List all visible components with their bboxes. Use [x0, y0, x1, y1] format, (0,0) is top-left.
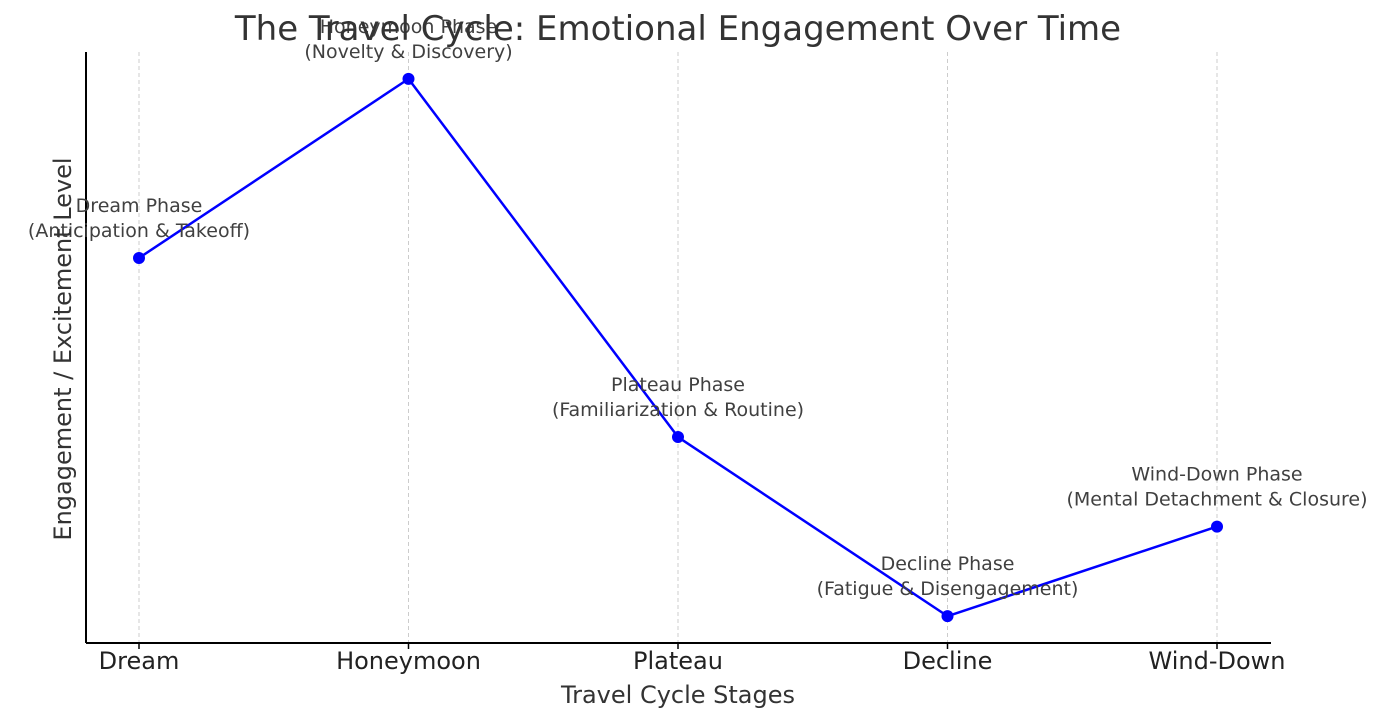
annotation-title: Dream Phase	[76, 195, 203, 217]
chart-title: The Travel Cycle: Emotional Engagement O…	[234, 9, 1121, 49]
annotations: Dream Phase (Anticipation & Takeoff) Honey…	[28, 16, 1368, 600]
data-point	[941, 610, 954, 623]
data-point	[1211, 520, 1223, 533]
annotation-title: Decline Phase	[881, 553, 1015, 575]
data-point	[133, 251, 145, 264]
x-tick-label: Honeymoon	[336, 647, 481, 675]
grid-lines	[138, 52, 1218, 643]
annotation-subtitle: (Familiarization & Routine)	[552, 399, 804, 421]
annotation-title: Plateau Phase	[611, 374, 745, 396]
x-ticks: Dream Honeymoon Plateau Decline Wind-Down	[99, 643, 1286, 675]
series-group	[133, 72, 1223, 623]
x-tick-label: Plateau	[633, 647, 723, 675]
x-tick-label: Wind-Down	[1149, 647, 1286, 675]
annotation-title: Honeymoon Phase	[320, 16, 497, 38]
annotation-subtitle: (Novelty & Discovery)	[304, 41, 512, 63]
x-tick-label: Decline	[903, 647, 993, 675]
x-axis-label: Travel Cycle Stages	[560, 681, 795, 709]
annotation-subtitle: (Anticipation & Takeoff)	[28, 220, 250, 242]
y-axis-label: Engagement / Excitement Level	[49, 157, 77, 540]
data-point	[672, 431, 684, 444]
annotation-title: Wind-Down Phase	[1131, 464, 1302, 486]
data-point	[402, 72, 415, 85]
annotation-subtitle: (Mental Detachment & Closure)	[1066, 489, 1367, 511]
annotation-subtitle: (Fatigue & Disengagement)	[817, 578, 1079, 600]
x-tick-label: Dream	[99, 647, 180, 675]
